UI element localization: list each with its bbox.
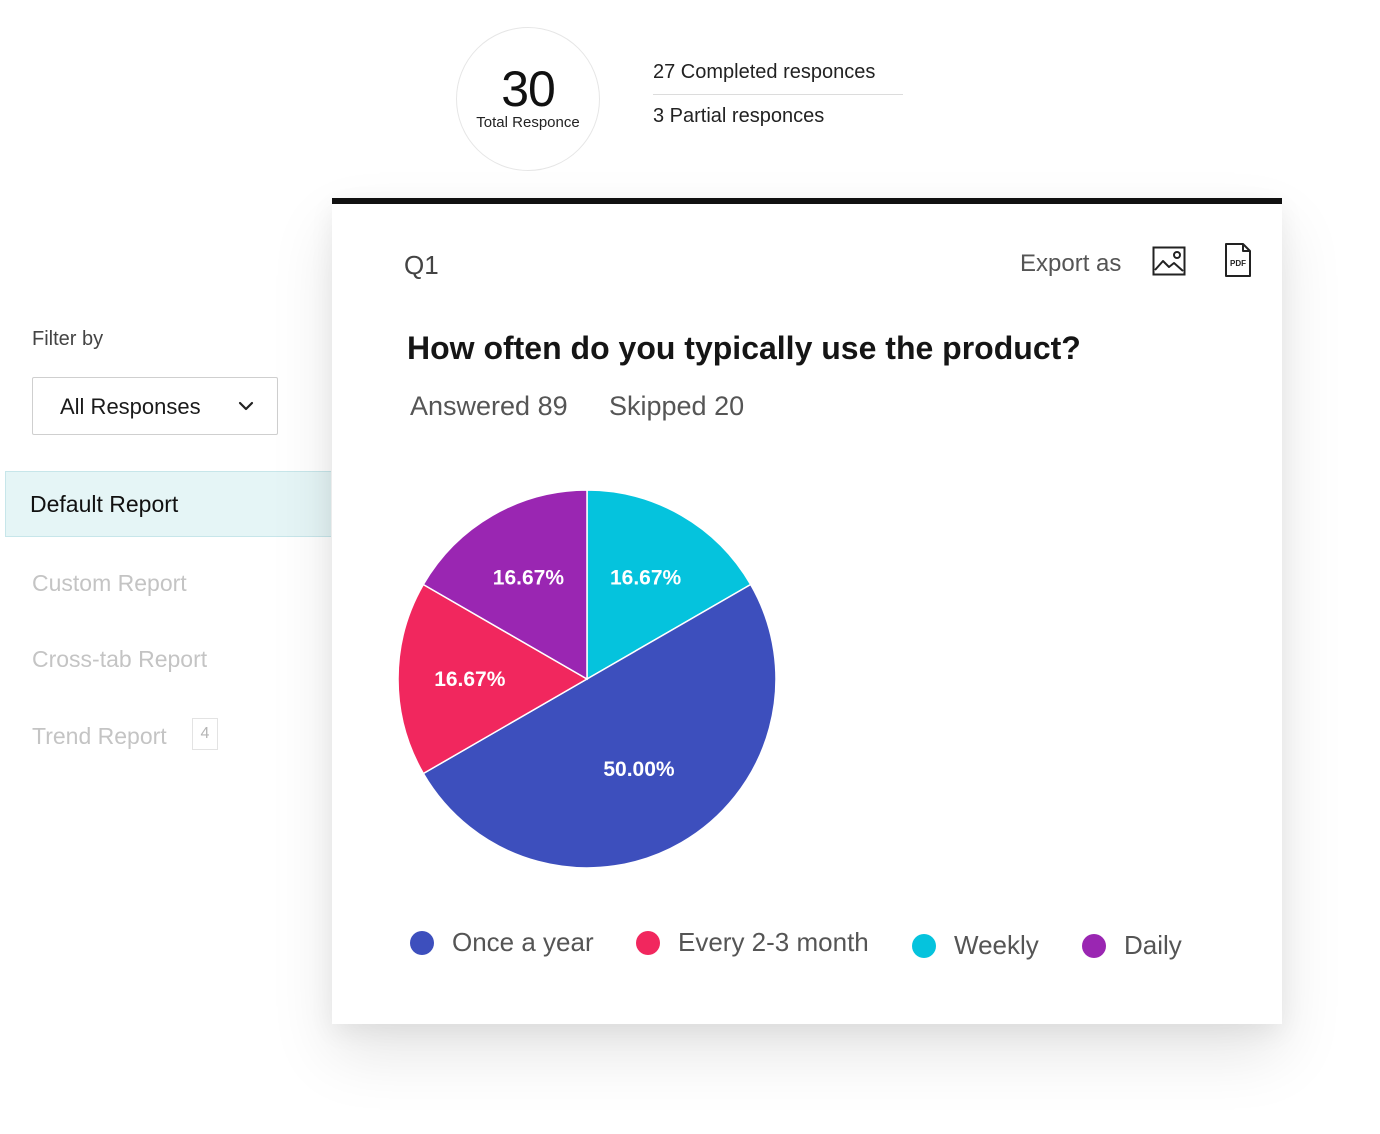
total-responses-circle: 30 Total Responce	[456, 27, 600, 171]
legend-label: Every 2-3 month	[678, 927, 869, 957]
image-icon	[1152, 246, 1186, 276]
legend-color-dot	[1082, 934, 1106, 958]
pdf-file-icon: PDF	[1225, 243, 1251, 277]
chevron-down-icon	[238, 401, 254, 411]
pie-slice-weekly[interactable]	[586, 489, 752, 681]
sidebar-item-label: Custom Report	[32, 570, 187, 596]
sidebar-item-label: Trend Report	[32, 723, 167, 749]
stats-divider	[653, 94, 903, 95]
pie-slice-every-2-3-month[interactable]	[397, 583, 589, 775]
trend-report-count-badge: 4	[192, 718, 218, 750]
legend-label: Once a year	[452, 927, 594, 957]
skipped-count: Skipped 20	[609, 391, 745, 421]
legend-color-dot	[636, 931, 660, 955]
pie-slice-value-label: 16.67%	[493, 567, 565, 590]
pie-slice-daily[interactable]	[422, 489, 588, 681]
filter-dropdown[interactable]: All Responses	[32, 377, 278, 435]
pdf-icon-text: PDF	[1230, 259, 1246, 268]
sidebar-item-cross-tab-report[interactable]: Cross-tab Report	[5, 639, 331, 679]
sidebar-item-label: Default Report	[30, 491, 179, 517]
sidebar-item-trend-report[interactable]: Trend Report 4	[5, 716, 331, 756]
pie-slice-value-label: 16.67%	[434, 668, 506, 691]
question-number: Q1	[404, 250, 439, 280]
legend-label: Daily	[1124, 930, 1182, 960]
total-responses-label: Total Responce	[476, 114, 580, 131]
chart-legend: Once a year Every 2-3 month Weekly Daily	[410, 924, 1270, 964]
export-image-button[interactable]	[1152, 246, 1186, 276]
pie-slice-value-label: 50.00%	[603, 758, 675, 781]
total-responses-count: 30	[501, 61, 556, 117]
pie-chart: 16.67% 50.00% 16.67% 16.67%	[397, 489, 777, 869]
legend-color-dot	[410, 931, 434, 955]
question-report-card: Q1 Export as PDF How often do you typica…	[332, 198, 1282, 1024]
export-pdf-button[interactable]: PDF	[1224, 242, 1252, 278]
legend-color-dot	[912, 934, 936, 958]
pie-slice-value-label: 16.67%	[610, 567, 682, 590]
filter-dropdown-value: All Responses	[60, 394, 201, 419]
export-as-label: Export as	[1020, 250, 1122, 277]
pie-slice-once-a-year[interactable]	[422, 583, 777, 869]
sidebar-item-default-report[interactable]: Default Report	[5, 471, 331, 537]
completed-responses: 27 Completed responces	[653, 61, 876, 83]
sidebar-item-custom-report[interactable]: Custom Report	[5, 563, 331, 603]
legend-label: Weekly	[954, 930, 1039, 960]
filter-by-label: Filter by	[32, 328, 104, 350]
question-title: How often do you typically use the produ…	[407, 330, 1081, 366]
partial-responses: 3 Partial responces	[653, 105, 825, 127]
sidebar-item-label: Cross-tab Report	[32, 646, 208, 672]
answered-count: Answered 89	[410, 391, 568, 421]
